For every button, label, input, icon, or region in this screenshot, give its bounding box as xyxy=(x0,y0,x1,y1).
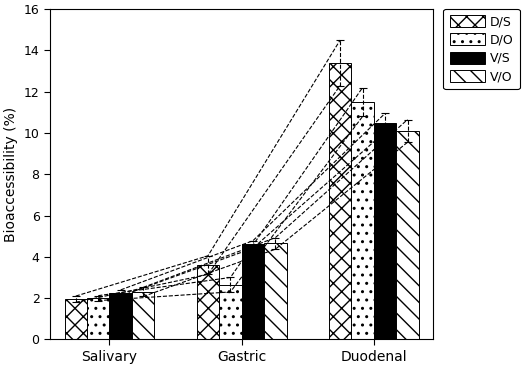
Bar xyxy=(87,298,110,339)
Bar xyxy=(396,131,419,339)
Legend: D/S, D/O, V/S, V/O: D/S, D/O, V/S, V/O xyxy=(443,9,520,89)
Bar xyxy=(64,299,87,339)
Bar xyxy=(264,244,287,339)
Bar xyxy=(219,285,242,339)
Bar xyxy=(196,265,219,339)
Bar xyxy=(242,244,264,339)
Bar xyxy=(110,293,132,339)
Bar xyxy=(132,292,155,339)
Bar xyxy=(351,102,374,339)
Bar xyxy=(329,63,351,339)
Bar xyxy=(374,123,396,339)
Y-axis label: Bioaccessibility (%): Bioaccessibility (%) xyxy=(4,107,18,242)
